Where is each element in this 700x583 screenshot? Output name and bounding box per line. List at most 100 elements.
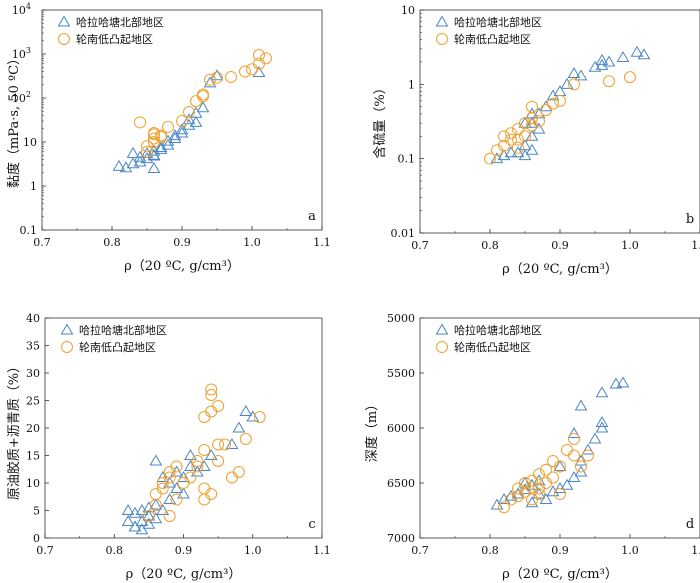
data-point-circle	[141, 145, 153, 158]
data-point-triangle	[609, 377, 623, 389]
data-point-triangle	[616, 50, 630, 62]
data-point-circle	[505, 127, 517, 140]
data-point-triangle	[163, 493, 177, 504]
data-point-triangle	[190, 465, 204, 477]
data-point-circle	[148, 136, 160, 148]
data-point-circle	[526, 112, 538, 125]
x-tick-label: 0.9	[551, 544, 569, 557]
data-point-circle	[184, 471, 197, 484]
data-point-circle	[575, 460, 587, 473]
data-point-circle	[155, 129, 167, 142]
chart-panel-b: 0.7 0.8 0.9 1.0 1.1 0.01 0.1 1 10 ρ（20 ºC, g/cm³）…	[372, 4, 700, 277]
data-point-triangle	[616, 376, 630, 388]
data-point-triangle	[147, 161, 161, 173]
data-point-triangle	[156, 471, 170, 482]
data-point-circle	[197, 88, 209, 101]
legend-label: 轮南低凸起地区	[79, 340, 156, 354]
data-point-circle	[163, 471, 176, 484]
data-point-circle	[526, 493, 538, 506]
data-point-circle	[232, 466, 245, 478]
data-point-triangle	[560, 478, 574, 490]
data-point-circle	[498, 130, 510, 143]
data-point-triangle	[196, 101, 210, 113]
data-point-triangle	[567, 427, 581, 438]
x-axis-label: ρ（20 ºC, g/cm³）	[502, 262, 618, 277]
data-point-triangle	[128, 506, 142, 518]
y-axis-label: 原油胶质+沥青质（%）	[6, 360, 22, 500]
data-point-circle	[246, 63, 258, 76]
data-point-triangle	[203, 76, 217, 88]
data-point-triangle	[189, 115, 203, 127]
x-tick-label: 1.1	[313, 544, 331, 557]
data-point-triangle	[177, 471, 190, 482]
data-point-circle	[162, 120, 174, 133]
data-point-circle	[603, 75, 615, 88]
panel-label: b	[686, 212, 694, 227]
data-point-triangle	[595, 386, 609, 398]
y-tick-label: 6000	[387, 422, 415, 435]
y-tick-label: 0	[33, 532, 40, 545]
y-tick-label: 35	[26, 340, 40, 353]
data-point-triangle	[133, 150, 147, 162]
legend-marker-triangle	[435, 15, 449, 27]
data-point-triangle	[595, 53, 609, 65]
data-point-circle	[526, 481, 538, 494]
y-tick-label: 7000	[387, 532, 415, 545]
data-point-triangle	[184, 460, 197, 471]
data-point-triangle	[156, 504, 170, 515]
data-point-circle	[170, 493, 183, 506]
data-point-circle	[505, 133, 517, 146]
data-point-triangle	[588, 432, 602, 444]
data-point-circle	[198, 482, 211, 495]
data-point-circle	[533, 468, 545, 481]
data-point-circle	[204, 73, 216, 86]
data-point-triangle	[525, 129, 539, 141]
data-point-circle	[512, 123, 524, 136]
data-point-triangle	[170, 482, 183, 493]
y-tick-label: 103	[12, 46, 31, 61]
data-point-triangle	[560, 77, 574, 89]
legend-marker-triangle	[435, 323, 449, 335]
data-point-triangle	[128, 520, 142, 532]
data-point-circle	[148, 127, 160, 140]
data-point-circle	[205, 383, 218, 396]
y-tick-label: 30	[26, 367, 40, 380]
data-point-circle	[561, 444, 573, 456]
data-point-circle	[533, 488, 545, 500]
y-axis-label: 含硫量（%）	[372, 81, 388, 158]
data-point-circle	[225, 471, 238, 484]
data-point-circle	[212, 438, 225, 451]
data-point-circle	[519, 130, 531, 143]
data-point-triangle	[539, 493, 553, 504]
data-point-triangle	[135, 515, 149, 526]
data-point-circle	[212, 455, 225, 467]
data-point-triangle	[175, 126, 189, 138]
data-point-triangle	[112, 159, 126, 171]
data-point-circle	[484, 152, 496, 165]
data-point-circle	[512, 482, 524, 495]
data-point-circle	[526, 100, 538, 113]
data-point-triangle	[581, 443, 595, 455]
data-point-circle	[554, 488, 566, 500]
data-point-triangle	[204, 449, 218, 460]
data-point-triangle	[567, 66, 581, 78]
data-point-circle	[198, 493, 211, 506]
legend-marker-circle	[436, 341, 448, 353]
data-point-triangle	[574, 69, 588, 81]
chart-panel-d: 0.7 0.8 0.9 1.0 1.1 5000 5500 6000 6500 7000 ρ（20 …	[364, 312, 700, 582]
y-axis-label: 深度（m）	[364, 398, 380, 462]
data-point-circle	[191, 455, 204, 467]
data-point-circle	[198, 444, 211, 456]
x-tick-label: 0.7	[33, 236, 51, 249]
data-point-triangle	[225, 438, 239, 449]
data-point-triangle	[121, 515, 135, 526]
data-point-triangle	[210, 69, 224, 81]
data-point-circle	[177, 477, 190, 489]
data-point-circle	[498, 139, 510, 152]
data-point-circle	[540, 463, 552, 476]
data-point-circle	[512, 141, 524, 154]
data-point-circle	[547, 471, 559, 484]
x-tick-label: 1.1	[691, 239, 700, 252]
data-point-circle	[212, 400, 225, 412]
data-point-triangle	[595, 416, 609, 427]
